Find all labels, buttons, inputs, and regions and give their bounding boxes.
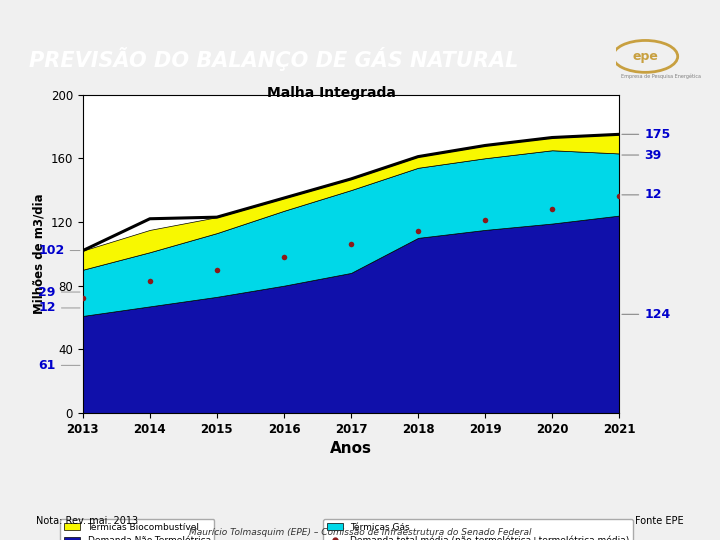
Text: 39: 39: [622, 148, 662, 161]
Text: 12: 12: [622, 188, 662, 201]
Text: 175: 175: [622, 128, 670, 141]
Text: Empresa de Pesquisa Energética: Empresa de Pesquisa Energética: [621, 73, 701, 78]
Text: epe: epe: [632, 50, 658, 63]
Y-axis label: Milhões de m3/dia: Milhões de m3/dia: [32, 193, 45, 314]
Text: 102: 102: [38, 244, 80, 257]
Text: 29: 29: [38, 286, 80, 299]
Text: 124: 124: [622, 308, 670, 321]
Text: Fonte EPE: Fonte EPE: [635, 516, 684, 526]
Text: Maurício Tolmasquim (EPE) – Comissão de Infraestrutura do Senado Federal: Maurício Tolmasquim (EPE) – Comissão de …: [189, 528, 531, 537]
X-axis label: Anos: Anos: [330, 441, 372, 456]
Legend: Térmicas Gás, Demanda total média (não-termelétrica+termelétrica média): Térmicas Gás, Demanda total média (não-t…: [323, 519, 634, 540]
Text: PREVISÃO DO BALANÇO DE GÁS NATURAL: PREVISÃO DO BALANÇO DE GÁS NATURAL: [29, 48, 518, 71]
Text: 12: 12: [38, 301, 80, 314]
Text: Nota: Rev. mai. 2013: Nota: Rev. mai. 2013: [36, 516, 138, 526]
Text: Malha Integrada: Malha Integrada: [267, 86, 395, 100]
Text: 61: 61: [38, 359, 80, 372]
